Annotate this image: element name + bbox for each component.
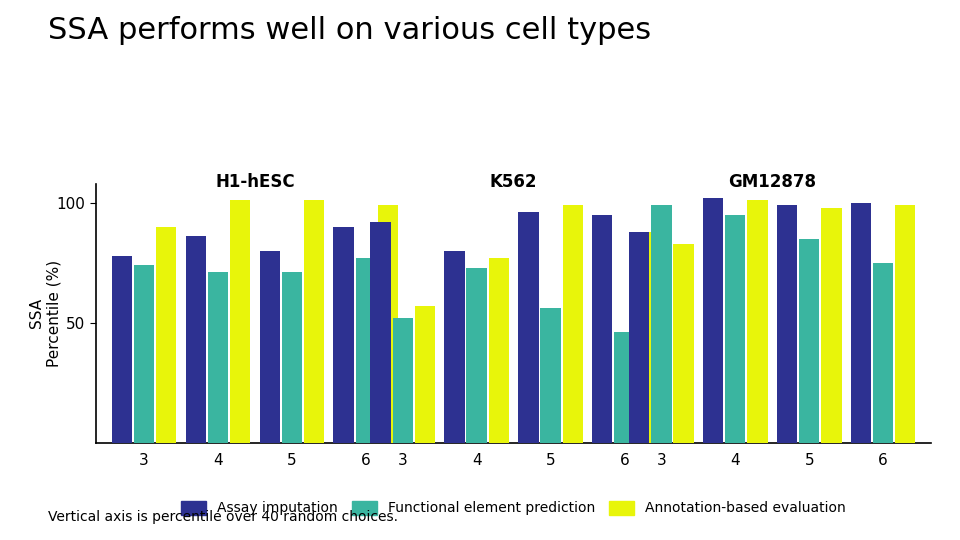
- Bar: [133, 265, 155, 443]
- Bar: [185, 237, 206, 443]
- Bar: [629, 232, 649, 443]
- Bar: [444, 251, 465, 443]
- Bar: [230, 200, 251, 443]
- Bar: [518, 212, 539, 443]
- Bar: [281, 272, 302, 443]
- Bar: [725, 215, 746, 443]
- Y-axis label: SSA
Percentile (%): SSA Percentile (%): [30, 260, 61, 367]
- Bar: [651, 205, 672, 443]
- Bar: [333, 227, 354, 443]
- Bar: [873, 263, 894, 443]
- Bar: [393, 318, 413, 443]
- Bar: [259, 251, 280, 443]
- Bar: [821, 207, 842, 443]
- Text: K562: K562: [490, 173, 538, 191]
- Bar: [747, 200, 768, 443]
- Bar: [636, 232, 657, 443]
- Bar: [111, 255, 132, 443]
- Bar: [156, 227, 177, 443]
- Bar: [777, 205, 797, 443]
- Bar: [540, 308, 561, 443]
- Bar: [851, 203, 871, 443]
- Bar: [378, 205, 398, 443]
- Bar: [895, 205, 916, 443]
- Bar: [207, 272, 228, 443]
- Legend: Assay imputation, Functional element prediction, Annotation-based evaluation: Assay imputation, Functional element pre…: [177, 496, 851, 519]
- Bar: [355, 258, 376, 443]
- Bar: [489, 258, 509, 443]
- Bar: [673, 244, 694, 443]
- Text: H1-hESC: H1-hESC: [215, 173, 295, 191]
- Bar: [799, 239, 820, 443]
- Bar: [703, 198, 723, 443]
- Bar: [592, 215, 612, 443]
- Bar: [371, 222, 391, 443]
- Text: Vertical axis is percentile over 40 random choices.: Vertical axis is percentile over 40 rand…: [48, 510, 398, 524]
- Bar: [614, 333, 635, 443]
- Bar: [467, 268, 487, 443]
- Bar: [415, 306, 435, 443]
- Bar: [304, 200, 324, 443]
- Text: GM12878: GM12878: [729, 173, 816, 191]
- Bar: [563, 205, 583, 443]
- Text: SSA performs well on various cell types: SSA performs well on various cell types: [48, 16, 651, 45]
